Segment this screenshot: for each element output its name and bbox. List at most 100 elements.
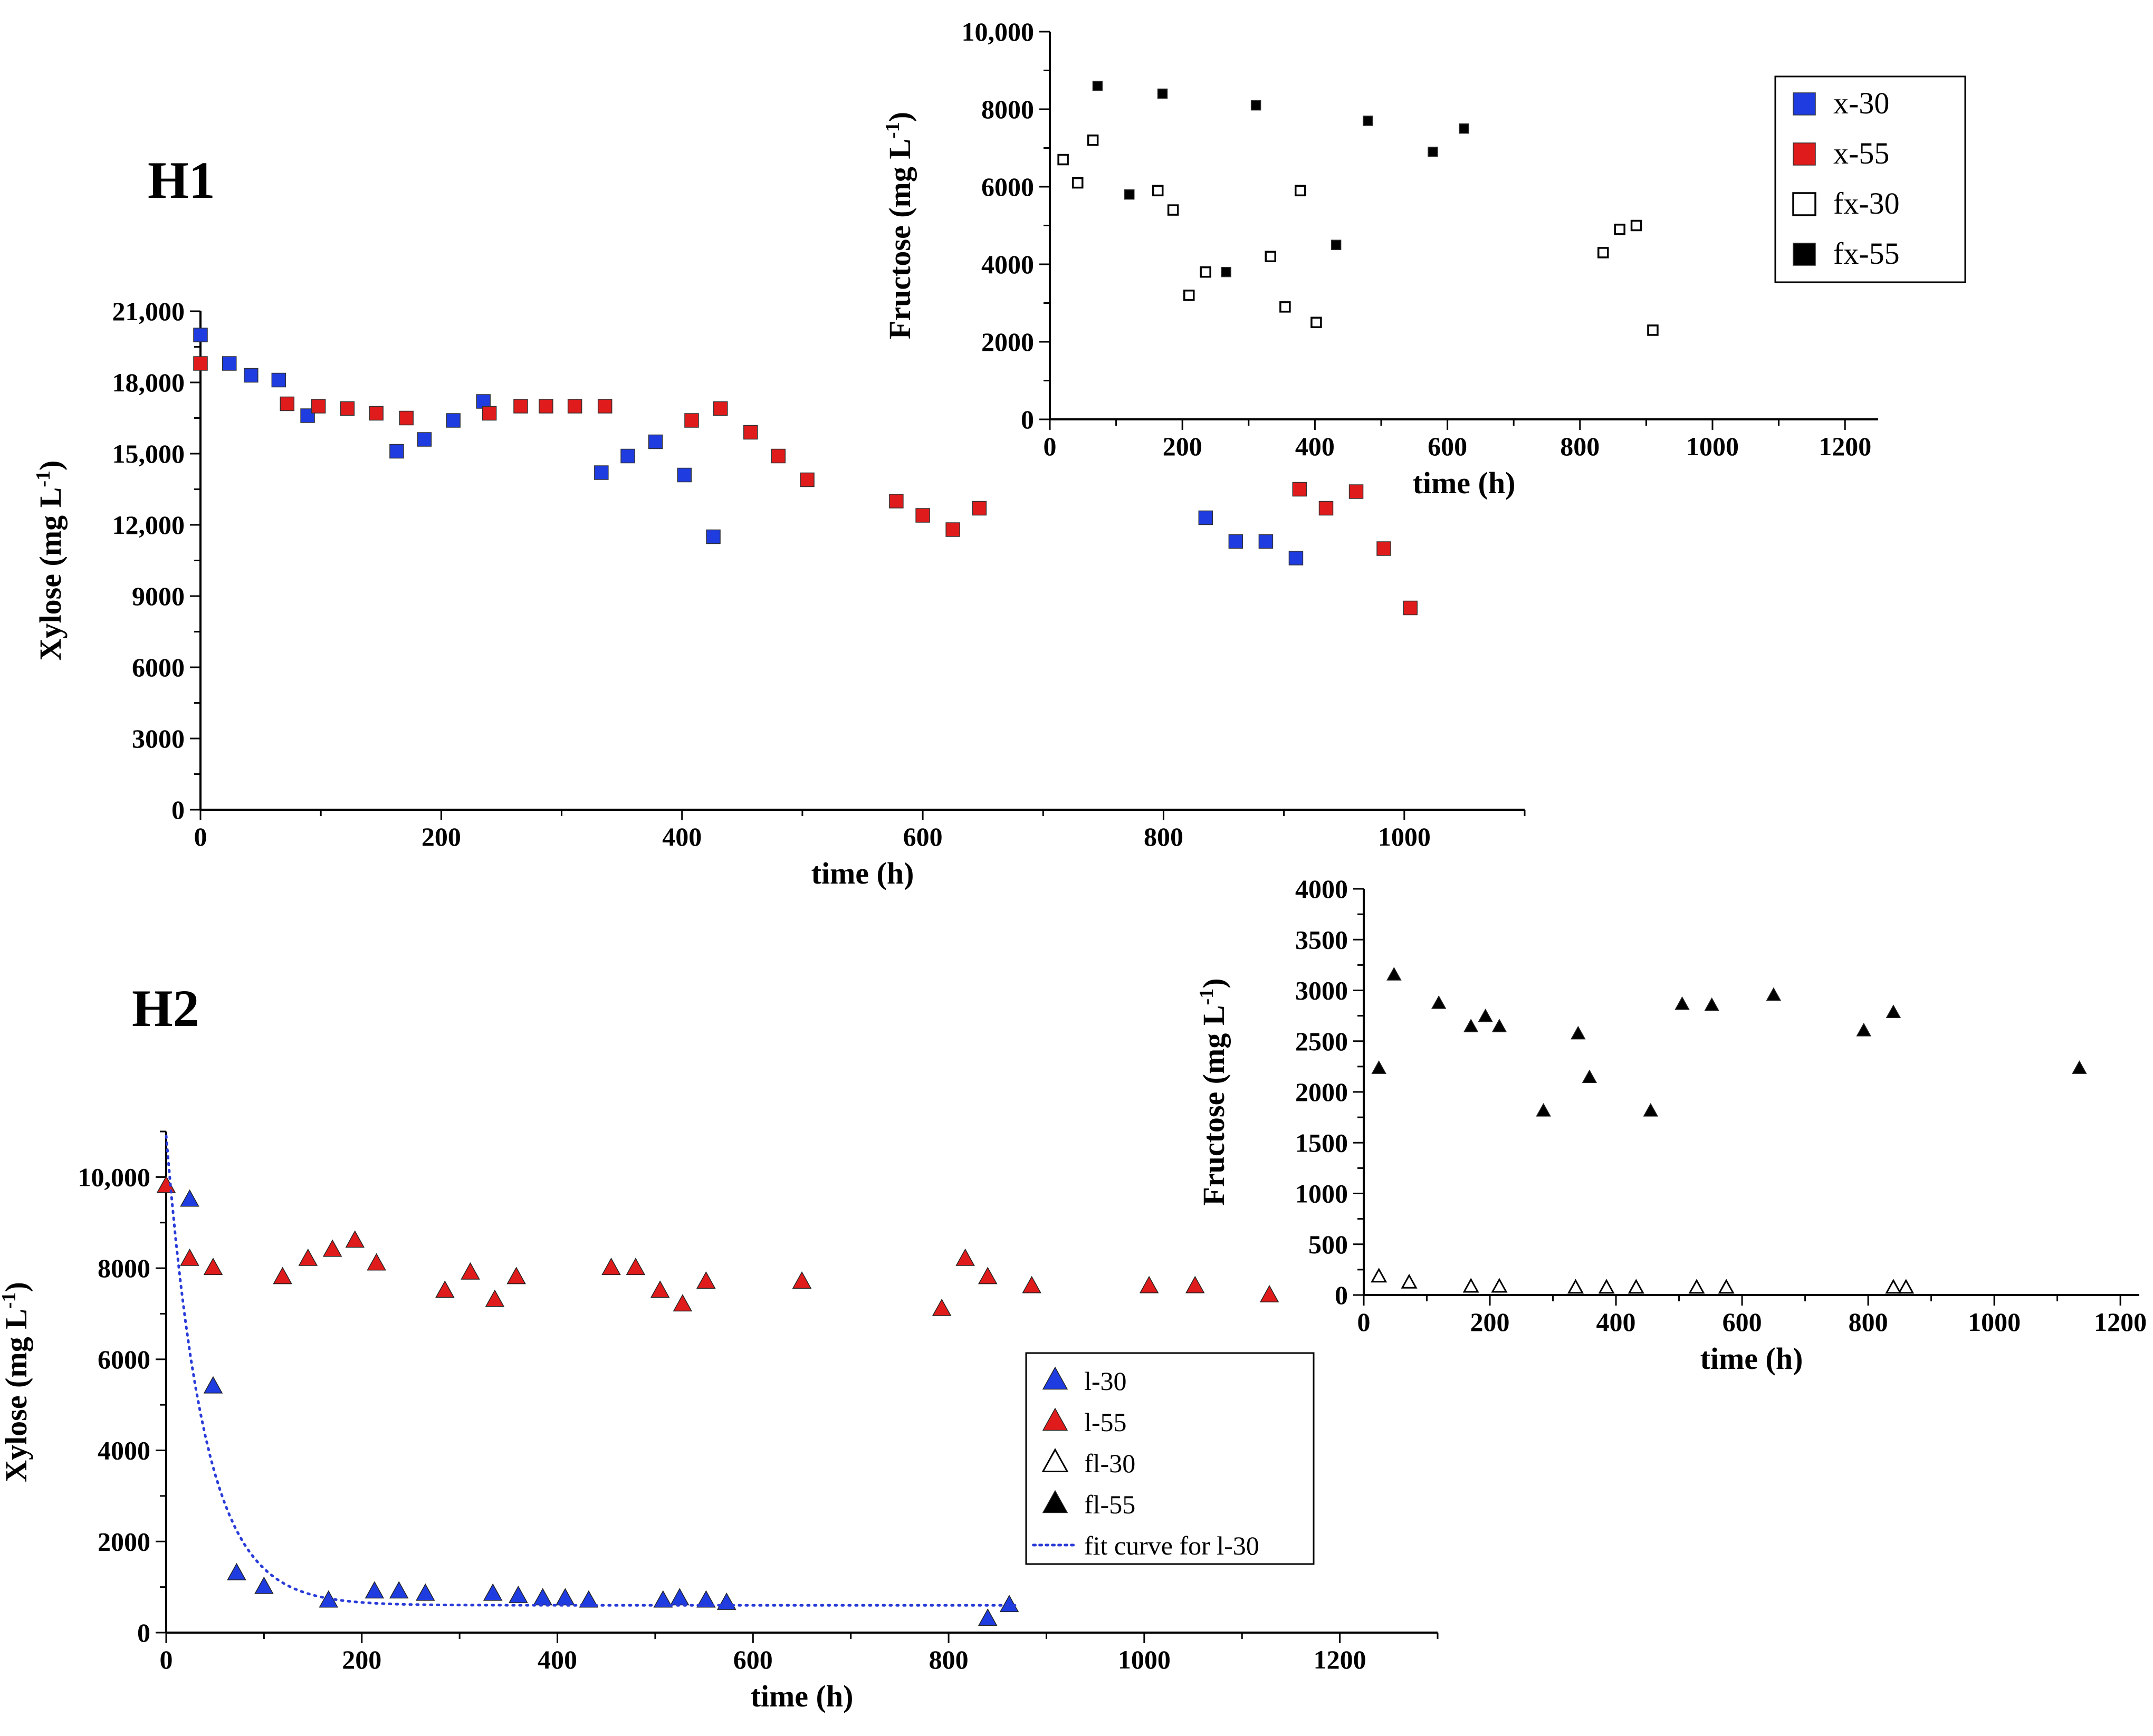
h1-main-point-x-55 xyxy=(889,494,904,509)
h2-main-point-l-30 xyxy=(696,1590,716,1608)
h2-inset-y-tick-label: 1000 xyxy=(1295,1179,1348,1209)
h1-inset-point-fx-30 xyxy=(1200,266,1211,278)
h1-inset-point-fx-30 xyxy=(1597,247,1609,258)
h2-inset-point-fl-30 xyxy=(1885,1279,1902,1294)
h1-main-point-x-55 xyxy=(1318,501,1334,516)
chart-h1-main: 0 200 400 600 800 1000030006000900012,00015,0… xyxy=(32,296,1526,890)
h1-main-point-x-30 xyxy=(222,356,237,371)
h2-inset-point-fl-55 xyxy=(1582,1069,1597,1083)
h2-inset-x-tick-label: 400 xyxy=(1596,1307,1636,1337)
h2-main-point-l-30 xyxy=(999,1595,1019,1613)
h2-inset-x-tick-label: 1200 xyxy=(2094,1307,2147,1337)
h1-inset-point-fx-30 xyxy=(1630,219,1642,232)
h2-main-point-l-55 xyxy=(673,1294,693,1312)
h2-inset-point-fl-55 xyxy=(1431,995,1447,1009)
h2-inset-y-tick-label: 3500 xyxy=(1295,925,1348,954)
h1-main-y-tick-label: 6000 xyxy=(132,653,185,682)
h2-main-point-l-55 xyxy=(461,1262,480,1280)
h2-main-y-axis-label: Xylose (mg L-1) xyxy=(0,1282,33,1482)
h1-main-point-x-30 xyxy=(193,328,208,342)
h1-main-point-x-30 xyxy=(446,413,461,428)
h1-inset-point-fx-30 xyxy=(1279,301,1291,313)
h2-inset-y-tick-label: 2500 xyxy=(1295,1027,1348,1056)
h2-main-point-l-30 xyxy=(483,1583,503,1601)
h1-main-point-x-55 xyxy=(280,396,295,411)
h1-inset-point-fx-55 xyxy=(1221,266,1231,277)
h2-main-point-l-30 xyxy=(365,1581,385,1599)
h2-main-point-l-30 xyxy=(579,1590,599,1608)
h2-main-point-l-30 xyxy=(556,1588,575,1606)
h2-main-y-tick-label: 4000 xyxy=(98,1436,150,1465)
h1-main-point-x-55 xyxy=(684,413,699,428)
h2-inset-y-tick-label: 1500 xyxy=(1295,1128,1348,1157)
h2-main-legend-label: l-30 xyxy=(1084,1366,1127,1396)
h2-inset-point-fl-55 xyxy=(1856,1022,1872,1037)
h1-inset-point-fx-55 xyxy=(1363,116,1373,126)
h2-main-x-tick-label: 400 xyxy=(538,1645,577,1674)
h1-main-point-x-55 xyxy=(597,399,613,414)
h1-inset-y-tick-label: 4000 xyxy=(981,250,1034,279)
h1-inset-point-fx-30 xyxy=(1614,224,1625,235)
h1-main-point-x-30 xyxy=(620,448,635,464)
h1-main-x-tick-label: 600 xyxy=(903,822,943,851)
h1-main-point-x-30 xyxy=(594,465,609,480)
h1-inset-point-fx-30 xyxy=(1310,316,1322,328)
h1-main-y-tick-label: 21,000 xyxy=(112,296,185,326)
h2-inset-x-tick-label: 1000 xyxy=(1968,1307,2021,1337)
h1-main-y-tick-label: 9000 xyxy=(132,581,185,611)
h2-inset-point-fl-30 xyxy=(1462,1278,1479,1293)
h2-inset-x-axis-label: time (h) xyxy=(1700,1341,1803,1376)
h2-main-x-tick-label: 0 xyxy=(160,1645,173,1674)
h1-main-point-x-55 xyxy=(915,508,930,523)
h1-inset-y-tick-label: 6000 xyxy=(981,172,1034,202)
h1-main-point-x-30 xyxy=(244,368,259,383)
h1-main-point-x-55 xyxy=(567,399,582,414)
h1-main-x-tick-label: 200 xyxy=(422,822,461,851)
h1-main-point-x-55 xyxy=(399,410,414,426)
h2-inset-point-fl-55 xyxy=(1386,967,1402,981)
h1-inset-point-fx-30 xyxy=(1183,290,1195,301)
h2-main-legend-marker xyxy=(1042,1366,1068,1390)
h1-inset-x-tick-label: 1000 xyxy=(1686,431,1739,461)
h2-inset-point-fl-30 xyxy=(1401,1273,1418,1289)
h1-main-point-x-55 xyxy=(800,472,815,487)
h1-inset-x-tick-label: 400 xyxy=(1295,431,1335,461)
h1-main-point-x-30 xyxy=(1288,551,1304,565)
h2-inset-point-fl-55 xyxy=(1491,1019,1507,1032)
h2-main-y-tick-label: 6000 xyxy=(98,1345,150,1374)
h1-main-point-x-30 xyxy=(648,434,663,449)
h1-inset-x-tick-label: 800 xyxy=(1560,431,1600,461)
h2-inset-point-fl-55 xyxy=(1704,997,1719,1011)
h2-main-point-l-55 xyxy=(978,1267,998,1284)
h1-main-y-tick-label: 12,000 xyxy=(112,510,185,540)
h1-main-point-x-30 xyxy=(476,394,491,409)
h1-inset-legend-marker xyxy=(1792,192,1816,216)
h1-main-point-x-55 xyxy=(972,501,987,516)
h1-main-x-tick-label: 400 xyxy=(662,822,702,851)
h1-inset-x-tick-label: 600 xyxy=(1428,431,1467,461)
h2-inset-point-fl-55 xyxy=(1371,1060,1386,1074)
h1-main-point-x-55 xyxy=(311,399,326,414)
h1-inset-legend-label: fx-55 xyxy=(1833,236,1900,271)
h1-main-x-tick-label: 0 xyxy=(194,822,207,851)
h1-main-point-x-55 xyxy=(1348,484,1364,499)
h1-inset-legend-label: fx-30 xyxy=(1833,186,1900,220)
h2-main-point-l-55 xyxy=(506,1267,526,1284)
h1-inset-point-fx-30 xyxy=(1647,324,1659,336)
h2-inset-point-fl-55 xyxy=(1536,1102,1551,1117)
h2-main-point-l-30 xyxy=(669,1588,690,1606)
h1-main-point-x-30 xyxy=(271,372,286,388)
h1-main-point-x-30 xyxy=(1198,510,1213,525)
h2-main-x-tick-label: 200 xyxy=(342,1645,381,1674)
h1-main-y-tick-label: 15,000 xyxy=(112,439,185,468)
h1-inset-point-fx-30 xyxy=(1265,251,1276,263)
h2-main-legend-marker xyxy=(1041,1448,1069,1473)
h2-inset-y-tick-label: 4000 xyxy=(1295,874,1348,904)
h2-inset-x-tick-label: 200 xyxy=(1470,1307,1510,1337)
h2-main-point-l-55 xyxy=(1185,1275,1205,1293)
h1-inset-x-tick-label: 0 xyxy=(1044,431,1057,461)
h2-main-x-tick-label: 800 xyxy=(929,1645,969,1674)
h1-inset-point-fx-30 xyxy=(1152,185,1164,197)
h2-main-point-l-30 xyxy=(653,1590,673,1608)
